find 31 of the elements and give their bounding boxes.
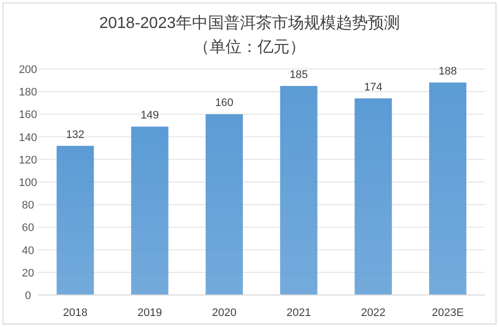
- x-tick-label: 2020: [212, 307, 236, 319]
- bar: [206, 114, 243, 295]
- x-tick-label: 2022: [361, 307, 386, 319]
- y-tick-label: 80: [22, 200, 34, 212]
- data-label: 149: [140, 110, 159, 122]
- y-tick-label: 100: [18, 177, 38, 189]
- y-tick-label: 180: [18, 86, 38, 99]
- chart-subtitle: （单位：亿元）: [194, 38, 306, 56]
- x-tick-label: 2018: [63, 307, 88, 319]
- y-tick-label: 60: [22, 222, 34, 234]
- y-tick-label: 200: [18, 64, 38, 76]
- chart-title: 2018-2023年中国普洱茶市场规模趋势预测: [99, 14, 400, 32]
- y-tick-label: 120: [18, 154, 38, 166]
- data-label: 174: [364, 81, 382, 94]
- y-tick-label: 0: [24, 290, 32, 302]
- y-tick-label: 20: [22, 267, 34, 280]
- data-label: 132: [66, 128, 84, 141]
- bar: [429, 82, 466, 295]
- data-label: 160: [215, 97, 234, 110]
- data-label: 188: [438, 66, 457, 78]
- y-tick-label: 40: [22, 244, 34, 257]
- y-tick-label: 160: [18, 109, 38, 122]
- bar: [280, 86, 318, 295]
- bar: [131, 126, 168, 295]
- x-tick-label: 2021: [286, 307, 311, 319]
- x-tick-label: 2019: [138, 307, 162, 319]
- y-tick-label: 140: [18, 132, 38, 144]
- x-tick-label: 2023E: [432, 307, 464, 319]
- bar: [354, 98, 392, 295]
- data-label: 185: [290, 68, 308, 81]
- bar: [56, 146, 94, 295]
